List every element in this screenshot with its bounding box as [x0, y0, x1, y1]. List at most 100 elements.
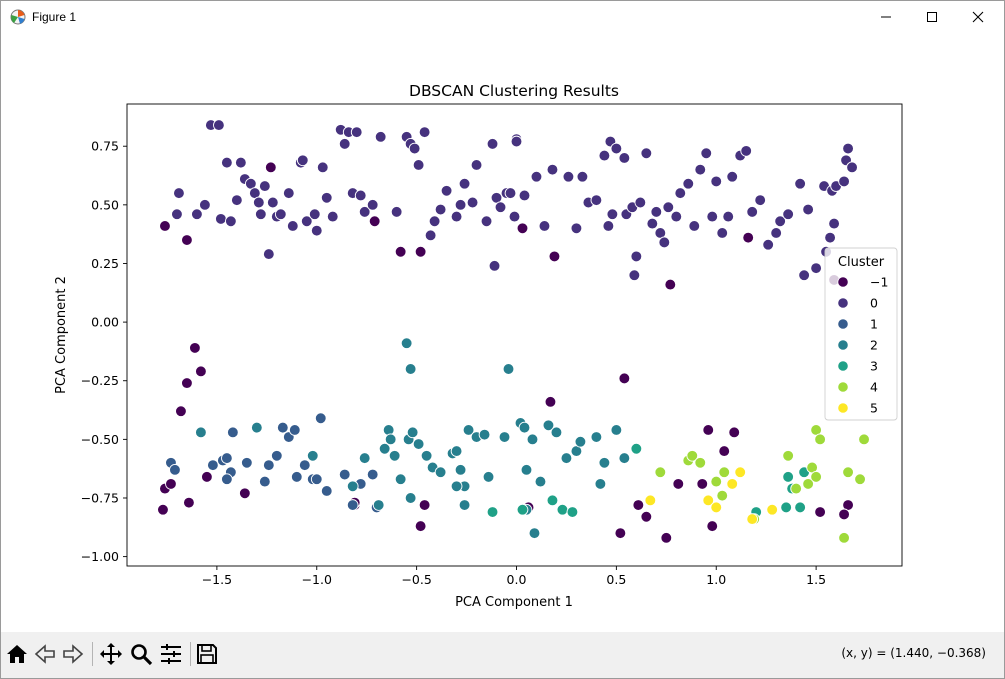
data-point [213, 119, 225, 131]
x-tick-label: −0.5 [401, 572, 431, 587]
data-point [306, 449, 319, 462]
data-point [602, 220, 615, 232]
data-point [215, 213, 227, 225]
data-point [408, 142, 421, 155]
data-point [814, 433, 826, 446]
data-point [181, 377, 193, 389]
data-point [406, 426, 419, 439]
data-point [702, 494, 715, 507]
data-point [486, 506, 499, 518]
data-point [298, 459, 311, 472]
data-point [632, 499, 645, 511]
data-point [794, 501, 806, 514]
data-point [358, 452, 371, 464]
home-button[interactable] [3, 640, 31, 668]
save-icon [197, 644, 217, 664]
data-point [482, 471, 495, 483]
data-point [290, 471, 303, 483]
data-point [314, 412, 327, 425]
data-point [766, 503, 779, 516]
data-point [516, 222, 529, 235]
data-point [546, 494, 559, 507]
data-point [780, 501, 792, 514]
data-point [594, 478, 607, 490]
data-point [183, 496, 195, 509]
data-point [173, 187, 185, 199]
data-point [157, 503, 169, 516]
data-point [628, 269, 641, 282]
scatter-plot[interactable]: −1.5 −1.0 −0.5 0.0 0.5 1.0 1.5 −1.00 −0.75 −0.50… [1, 32, 1004, 632]
x-tick-label: 1.5 [806, 572, 826, 587]
maximize-button[interactable] [909, 2, 955, 32]
data-point [400, 337, 413, 350]
data-point [576, 170, 589, 183]
data-point [346, 499, 359, 511]
save-button[interactable] [193, 640, 221, 668]
data-point [240, 456, 253, 469]
maximize-icon [927, 12, 937, 22]
data-point [258, 180, 271, 192]
zoom-icon [131, 644, 153, 666]
data-point [654, 466, 667, 479]
data-point [390, 206, 403, 218]
back-icon [34, 644, 55, 664]
data-point [728, 426, 741, 439]
back-button[interactable] [31, 640, 59, 668]
configure-subplots-button[interactable] [157, 640, 185, 668]
data-point [544, 395, 557, 408]
data-point [746, 206, 759, 218]
data-point [454, 198, 467, 211]
y-axis-label: PCA Component 2 [54, 276, 69, 394]
figure-canvas[interactable]: −1.5 −1.0 −0.5 0.0 0.5 1.0 1.5 −1.00 −0.75 −0.50… [1, 32, 1004, 632]
pan-button[interactable] [97, 640, 125, 668]
data-point [462, 424, 475, 436]
data-point [181, 234, 193, 246]
data-point [458, 499, 471, 511]
data-point [372, 499, 385, 511]
data-point [824, 231, 836, 244]
data-point [634, 196, 647, 209]
data-point [614, 527, 627, 540]
data-point [207, 459, 219, 472]
data-point [326, 210, 339, 223]
forward-button[interactable] [59, 640, 87, 668]
data-point [660, 532, 673, 544]
data-point [288, 424, 301, 436]
legend-label: 0 [870, 296, 878, 311]
data-point [189, 342, 201, 354]
data-point [664, 278, 677, 291]
data-point [722, 210, 735, 223]
data-point [810, 471, 822, 483]
data-point [516, 503, 529, 516]
data-point [742, 231, 755, 244]
data-point [726, 478, 739, 490]
data-point [548, 250, 561, 263]
legend-marker [837, 402, 849, 414]
data-point [618, 152, 631, 164]
data-point [774, 215, 787, 228]
data-point [434, 466, 447, 479]
data-point [286, 220, 299, 232]
data-point [221, 156, 233, 169]
data-point [598, 456, 611, 469]
y-tick-label: −0.75 [81, 490, 119, 505]
close-button[interactable] [955, 2, 1001, 32]
legend-label: 3 [870, 359, 878, 374]
zoom-button[interactable] [127, 640, 155, 668]
x-axis-label: PCA Component 1 [455, 595, 573, 610]
data-point [640, 147, 653, 160]
x-tick-label: −1.0 [302, 572, 332, 587]
data-point [838, 532, 850, 544]
plot-area [126, 103, 903, 567]
data-point [276, 421, 289, 434]
x-axis: −1.5 −1.0 −0.5 0.0 0.5 1.0 1.5 [202, 566, 826, 587]
minimize-button[interactable] [863, 2, 909, 32]
title-bar[interactable]: Figure 1 [1, 1, 1004, 32]
cursor-coordinates: (x, y) = (1.440, −0.368) [841, 646, 986, 660]
legend-label: 4 [870, 380, 878, 395]
data-point [726, 170, 739, 183]
data-point [618, 372, 631, 385]
home-icon [7, 645, 27, 663]
legend-marker [837, 339, 849, 351]
data-point [434, 203, 447, 216]
